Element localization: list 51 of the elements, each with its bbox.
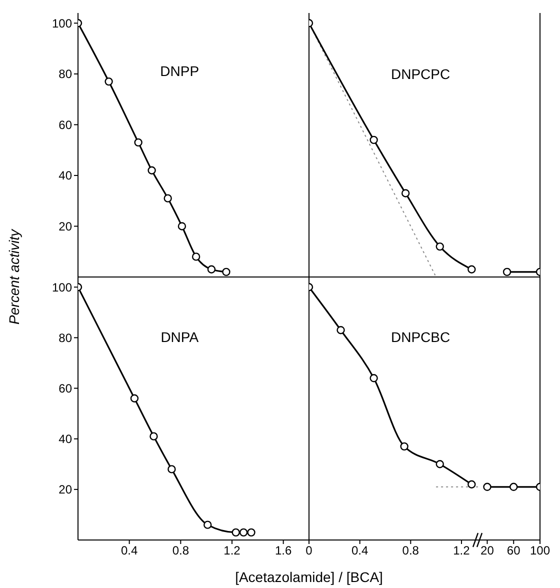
point	[370, 374, 378, 382]
point	[130, 394, 139, 402]
point	[239, 528, 248, 537]
x-tick-label: 0	[306, 544, 313, 558]
point	[164, 194, 172, 202]
point	[104, 77, 113, 86]
y-tick-label: 100	[52, 280, 72, 294]
x-tick-label: 1.2	[224, 544, 241, 558]
x-axis-title: [Acetazolamide] / [BCA]	[235, 569, 383, 585]
point	[468, 265, 476, 274]
point	[222, 268, 230, 276]
point	[247, 528, 256, 537]
point	[336, 326, 345, 334]
point	[401, 189, 410, 198]
y-tick-label: 40	[58, 432, 72, 446]
point	[436, 242, 444, 251]
text: DNPP	[160, 63, 200, 80]
point	[370, 136, 378, 144]
x-tick-label: 100	[530, 544, 550, 558]
y-tick-label: 60	[58, 382, 72, 396]
point	[207, 265, 216, 274]
x-tick-label: 0.4	[351, 544, 368, 558]
y-tick-label: 20	[58, 482, 72, 497]
point	[232, 528, 240, 537]
point	[178, 222, 186, 230]
point	[192, 252, 200, 261]
point	[150, 432, 158, 440]
x-tick-label: 0.8	[402, 544, 420, 558]
x-tick-label: 1.6	[274, 544, 292, 558]
point	[148, 166, 156, 174]
y-tick-label: 60	[58, 118, 72, 132]
x-tick-label: 0.8	[172, 544, 190, 558]
text: DNPA	[160, 329, 199, 346]
y-tick-label: 100	[52, 16, 72, 30]
y-tick-label: 20	[58, 219, 72, 234]
point	[468, 480, 476, 488]
point	[436, 460, 444, 468]
x-tick-label: 20	[480, 544, 494, 558]
x-tick-label: 1.2	[453, 544, 470, 558]
y-axis-title: Percent activity	[6, 230, 22, 324]
point	[204, 520, 212, 529]
x-tick-label: 0.4	[120, 544, 138, 558]
y-tick-label: 80	[58, 67, 72, 82]
point	[134, 138, 142, 147]
text: DNPCPC	[390, 66, 450, 82]
y-tick-label: 80	[58, 330, 72, 345]
point	[168, 465, 176, 474]
text: DNPCBC	[390, 329, 450, 346]
x-tick-label: 60	[506, 544, 521, 558]
point	[400, 442, 408, 451]
y-tick-label: 40	[58, 168, 72, 183]
